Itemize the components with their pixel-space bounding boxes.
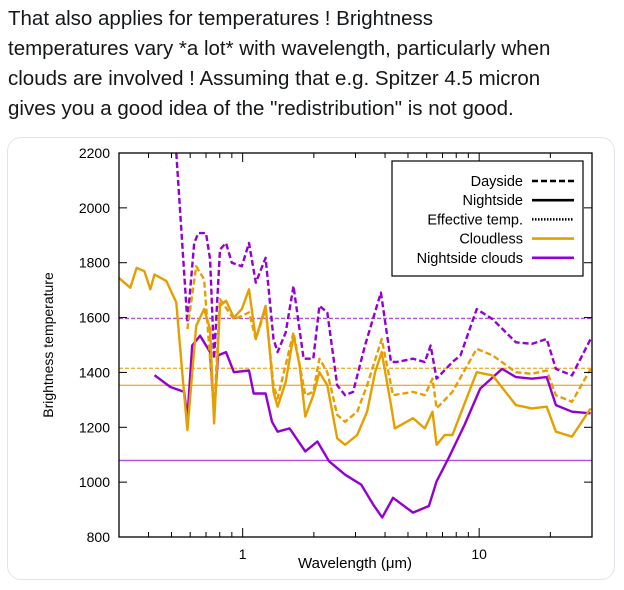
y-tick-label: 800 [87, 529, 111, 545]
series-line [186, 265, 592, 423]
y-tick-label: 2200 [79, 145, 110, 161]
y-tick-label: 1800 [79, 255, 110, 271]
series-line [153, 334, 591, 519]
legend-label: Cloudless [459, 232, 523, 248]
legend: Dayside Nightside Effective temp. Cloudless… [391, 160, 584, 277]
legend-label: Dayside [471, 174, 523, 190]
y-tick-label: 1000 [79, 474, 110, 490]
post-text-line: That also applies for temperatures ! Bri… [8, 7, 434, 30]
post-text-line: gives you a good idea of the "redistribu… [8, 97, 514, 120]
x-axis-label: Wavelength (μm) [298, 555, 412, 572]
x-tick-label: 1 [239, 546, 247, 562]
y-axis-label: Brightness temperature [40, 272, 56, 418]
legend-label: Effective temp. [427, 212, 523, 228]
y-tick-label: 2000 [79, 200, 110, 216]
post-text-line: temperatures vary *a lot* with wavelengt… [8, 37, 551, 60]
series-line [119, 266, 592, 446]
y-tick-label: 1400 [79, 364, 110, 380]
post-text-line: clouds are involved ! Assuming that e.g.… [8, 67, 541, 90]
y-tick-label: 1600 [79, 310, 110, 326]
legend-label: Nightside [463, 193, 523, 209]
legend-label: Nightside clouds [417, 251, 523, 267]
post-text: That also applies for temperatures ! Bri… [8, 4, 618, 124]
y-tick-label: 1200 [79, 419, 110, 435]
series-line [175, 153, 592, 397]
x-tick-label: 10 [471, 546, 487, 562]
